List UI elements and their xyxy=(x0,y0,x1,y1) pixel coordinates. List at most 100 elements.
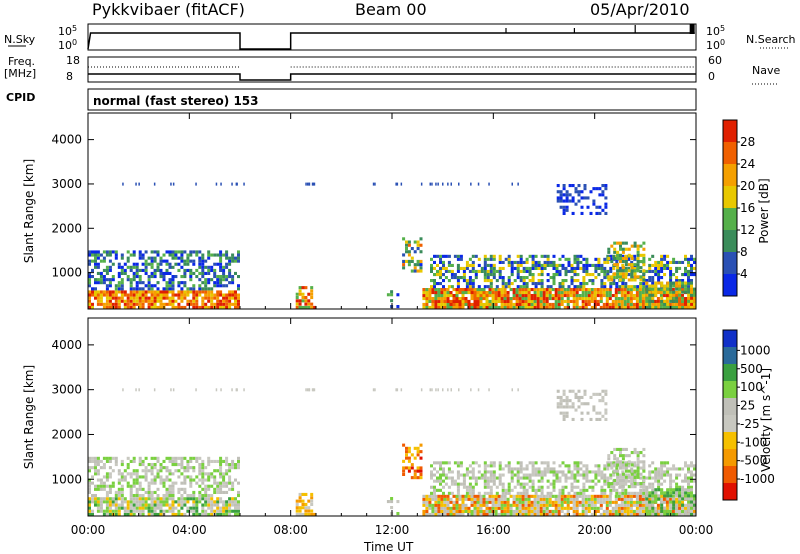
power-cell xyxy=(231,182,233,186)
velocity-cell xyxy=(575,509,579,513)
power-cell xyxy=(665,294,669,298)
power-cell xyxy=(575,297,579,301)
velocity-cell xyxy=(141,512,145,516)
velocity-cell xyxy=(582,476,586,480)
power-cell xyxy=(522,279,526,283)
power-cell xyxy=(575,305,579,309)
power-cell xyxy=(168,253,172,257)
power-cell xyxy=(574,202,578,206)
velocity-cell xyxy=(437,512,441,516)
velocity-cell xyxy=(619,454,622,458)
power-cell xyxy=(627,285,631,289)
velocity-cell xyxy=(536,503,540,507)
power-cell xyxy=(138,299,142,303)
velocity-cell xyxy=(539,500,543,504)
power-cell xyxy=(638,299,642,303)
velocity-cell xyxy=(636,463,640,467)
velocity-cell xyxy=(480,476,484,480)
power-cell xyxy=(617,297,621,301)
velocity-cell xyxy=(470,500,474,504)
velocity-cell xyxy=(590,506,594,510)
power-cell xyxy=(500,291,504,295)
velocity-cell xyxy=(557,494,561,498)
velocity-cell xyxy=(425,494,429,498)
velocity-cell xyxy=(633,482,637,486)
power-cell xyxy=(482,305,486,309)
power-cell xyxy=(222,284,226,288)
power-cell xyxy=(135,293,139,297)
power-cell xyxy=(413,250,417,254)
power-cell xyxy=(231,293,235,297)
velocity-cell xyxy=(616,463,620,467)
power-cell xyxy=(117,265,121,269)
power-cell xyxy=(171,296,175,300)
velocity-cell xyxy=(654,491,658,495)
power-cell xyxy=(425,294,429,298)
velocity-cell xyxy=(132,469,136,473)
velocity-cell xyxy=(642,485,646,489)
velocity-cell xyxy=(222,481,226,485)
velocity-cell xyxy=(648,482,652,486)
velocity-cell xyxy=(648,494,652,498)
velocity-cell xyxy=(129,494,133,498)
velocity-cell xyxy=(654,470,658,474)
velocity-cell xyxy=(94,459,97,463)
velocity-cell xyxy=(461,506,465,510)
power-cell xyxy=(204,271,208,275)
power-cell xyxy=(575,302,579,306)
power-cell xyxy=(171,287,175,291)
power-cell xyxy=(430,279,433,283)
velocity-cell xyxy=(108,487,112,491)
power-cell xyxy=(186,262,190,266)
velocity-cell xyxy=(126,506,130,510)
power-cell xyxy=(165,281,169,285)
power-cell xyxy=(540,263,544,267)
power-cell xyxy=(681,302,684,306)
power-cell xyxy=(587,294,591,298)
power-cell xyxy=(594,276,598,280)
velocity-cell xyxy=(198,478,202,482)
power-cell xyxy=(654,290,658,294)
power-cell xyxy=(681,294,684,298)
power-cell xyxy=(443,288,447,292)
velocity-cell xyxy=(483,467,487,471)
velocity-cell xyxy=(195,388,197,392)
power-cell xyxy=(590,297,594,301)
velocity-cell xyxy=(690,509,693,513)
velocity-cell xyxy=(498,482,502,486)
velocity-cell xyxy=(468,491,472,495)
power-cell xyxy=(192,290,196,294)
power-cell xyxy=(138,253,142,257)
velocity-cell xyxy=(657,470,661,474)
velocity-cell xyxy=(153,478,157,482)
power-cell xyxy=(678,297,681,301)
velocity-cell xyxy=(681,485,685,489)
power-cell xyxy=(201,253,205,257)
y-tick-label: 1000 xyxy=(51,472,82,486)
power-cell xyxy=(204,265,208,269)
power-cell xyxy=(611,302,615,306)
velocity-cell xyxy=(105,475,109,479)
velocity-cell xyxy=(231,463,235,467)
power-cell xyxy=(599,299,603,303)
power-cell xyxy=(477,263,481,267)
velocity-cell xyxy=(558,464,562,468)
velocity-cell xyxy=(132,497,136,501)
velocity-cell xyxy=(657,509,661,513)
velocity-cell xyxy=(180,503,184,507)
power-cell xyxy=(519,276,523,280)
power-cell xyxy=(114,302,118,306)
power-cell xyxy=(501,279,505,283)
power-cell xyxy=(557,302,561,306)
velocity-cell xyxy=(616,457,620,461)
velocity-cell xyxy=(111,456,115,460)
power-cell xyxy=(120,290,124,294)
power-cell xyxy=(162,287,166,291)
power-cell xyxy=(390,293,394,297)
velocity-cell xyxy=(462,479,466,483)
power-cell xyxy=(675,276,679,280)
power-cell xyxy=(117,296,121,300)
velocity-cell xyxy=(582,491,586,495)
velocity-cell xyxy=(204,509,208,513)
velocity-cell xyxy=(99,509,103,513)
